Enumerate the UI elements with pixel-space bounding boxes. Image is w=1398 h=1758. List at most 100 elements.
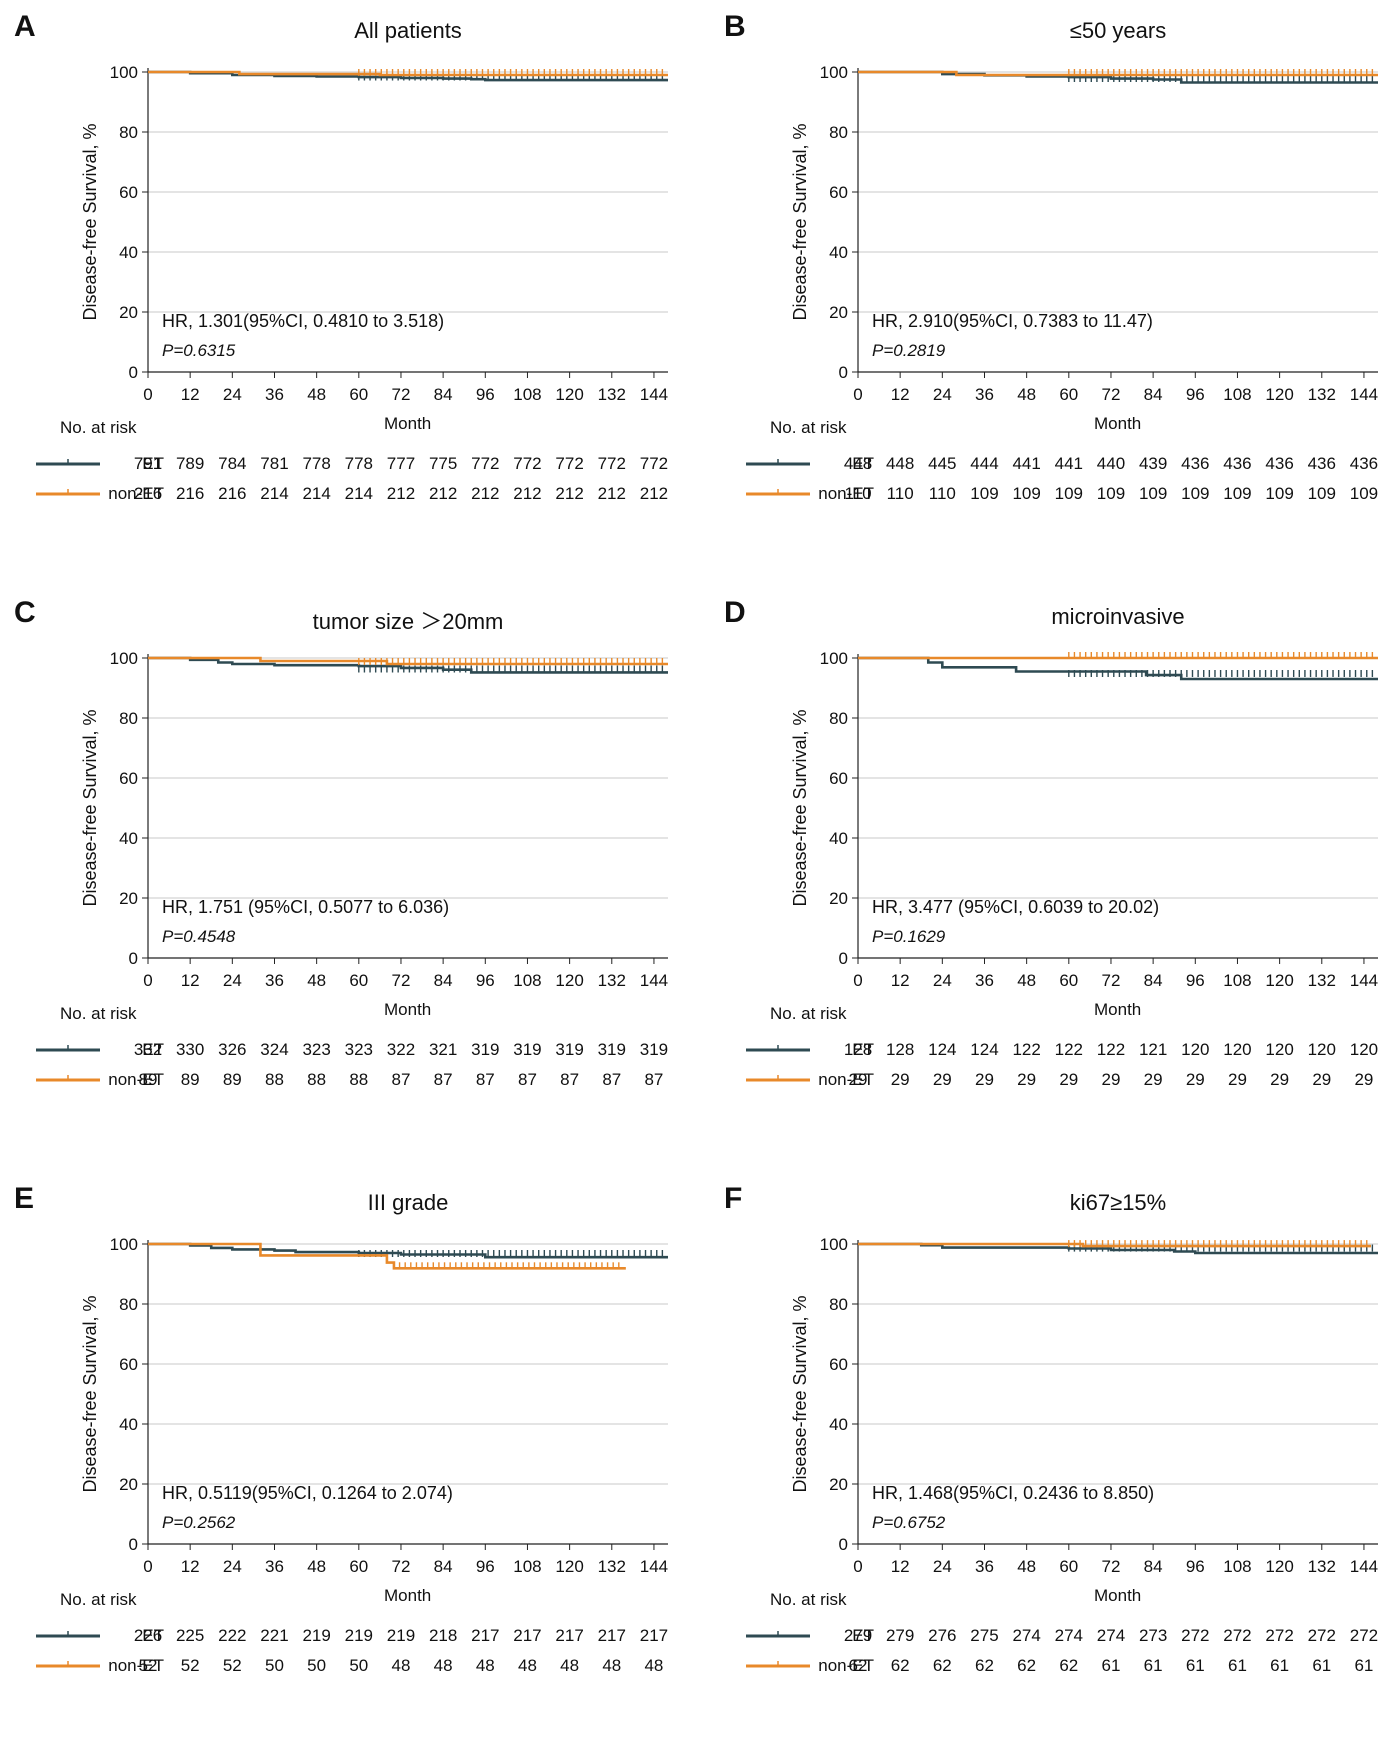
risk-count: 274 <box>1096 1626 1126 1645</box>
risk-count: 272 <box>1307 1626 1336 1645</box>
x-tick-label: 36 <box>265 971 284 990</box>
risk-count: 445 <box>928 454 957 473</box>
y-axis-label: Disease-free Survival, % <box>790 709 810 906</box>
risk-count: 319 <box>555 1040 584 1059</box>
risk-count: 29 <box>1059 1070 1079 1089</box>
risk-count: 89 <box>138 1070 158 1089</box>
risk-count: 441 <box>1054 454 1083 473</box>
risk-count: 87 <box>433 1070 453 1089</box>
risk-count: 87 <box>391 1070 411 1089</box>
risk-count: 110 <box>844 484 872 503</box>
risk-count: 272 <box>1181 1626 1210 1645</box>
risk-count: 212 <box>513 484 542 503</box>
y-tick-label: 100 <box>820 63 848 82</box>
risk-count: 48 <box>433 1656 453 1675</box>
y-tick-label: 0 <box>839 949 848 968</box>
risk-row-label: non-ET <box>108 484 164 503</box>
risk-count: 29 <box>1354 1070 1374 1089</box>
risk-count: 217 <box>471 1626 500 1645</box>
panel-title: tumor size ＞20mm <box>312 609 504 634</box>
risk-row-label: non-ET <box>818 1070 874 1089</box>
risk-count: 109 <box>1265 484 1294 503</box>
x-tick-label: 144 <box>1350 1557 1378 1576</box>
y-tick-label: 40 <box>119 1415 138 1434</box>
risk-count: 784 <box>218 454 247 473</box>
risk-table-header: No. at risk <box>770 418 847 437</box>
hazard-ratio-text: HR, 1.301(95%CI, 0.4810 to 3.518) <box>162 311 445 331</box>
risk-count: 326 <box>218 1040 247 1059</box>
risk-count: 29 <box>1017 1070 1037 1089</box>
risk-count: 62 <box>890 1656 910 1675</box>
risk-count: 62 <box>848 1656 868 1675</box>
y-tick-label: 100 <box>110 63 138 82</box>
risk-count: 61 <box>1143 1656 1163 1675</box>
risk-count: 212 <box>597 484 626 503</box>
risk-count: 216 <box>175 484 205 503</box>
risk-count: 52 <box>180 1656 200 1675</box>
x-tick-label: 36 <box>265 1557 284 1576</box>
risk-count: 109 <box>1012 484 1041 503</box>
x-tick-label: 12 <box>891 1557 910 1576</box>
km-panel-B: B ≤50 years 0 20 40 60 80 100 0 12 24 36 48 60 72 84 96 1… <box>710 0 1398 586</box>
x-tick-label: 60 <box>1059 971 1078 990</box>
risk-count: 62 <box>932 1656 952 1675</box>
risk-count: 122 <box>1012 1040 1041 1059</box>
x-tick-label: 120 <box>555 1557 583 1576</box>
km-panel-A: A All patients 0 20 40 60 80 100 0 12 24 36 48 60 72 84… <box>0 0 699 586</box>
y-axis-label: Disease-free Survival, % <box>790 1295 810 1492</box>
risk-count: 120 <box>1223 1040 1252 1059</box>
panel-letter: B <box>724 10 746 43</box>
hazard-ratio-text: HR, 0.5119(95%CI, 0.1264 to 2.074) <box>162 1483 453 1503</box>
y-tick-label: 20 <box>119 303 138 322</box>
risk-count: 87 <box>475 1070 495 1089</box>
risk-count: 279 <box>843 1626 873 1645</box>
risk-count: 272 <box>1349 1626 1379 1645</box>
y-tick-label: 60 <box>119 183 138 202</box>
x-tick-label: 120 <box>1265 971 1293 990</box>
risk-count: 772 <box>555 454 584 473</box>
y-tick-label: 20 <box>119 1475 138 1494</box>
y-tick-label: 60 <box>119 769 138 788</box>
risk-count: 29 <box>1101 1070 1121 1089</box>
risk-count: 120 <box>1265 1040 1294 1059</box>
risk-count: 436 <box>1307 454 1336 473</box>
x-tick-label: 48 <box>307 1557 326 1576</box>
y-tick-label: 20 <box>119 889 138 908</box>
risk-table-header: No. at risk <box>770 1004 847 1023</box>
x-tick-label: 60 <box>1059 385 1078 404</box>
y-tick-label: 40 <box>829 829 848 848</box>
x-tick-label: 132 <box>1308 971 1336 990</box>
risk-count: 330 <box>175 1040 205 1059</box>
x-tick-label: 36 <box>975 1557 994 1576</box>
risk-count: 61 <box>1270 1656 1290 1675</box>
km-curve-non-et <box>148 70 668 77</box>
x-tick-label: 0 <box>853 971 862 990</box>
x-axis-label: Month <box>384 1586 432 1605</box>
risk-count: 279 <box>885 1626 915 1645</box>
y-axis-label: Disease-free Survival, % <box>80 709 100 906</box>
risk-count: 48 <box>644 1656 664 1675</box>
panel-title: ki67≥15% <box>1069 1190 1167 1215</box>
risk-row-label: ET <box>142 454 164 473</box>
y-tick-label: 40 <box>119 829 138 848</box>
risk-count: 219 <box>302 1626 331 1645</box>
risk-row-label: non-ET <box>818 1656 874 1675</box>
risk-count: 87 <box>602 1070 622 1089</box>
risk-row-label: ET <box>852 454 874 473</box>
hazard-ratio-text: HR, 3.477 (95%CI, 0.6039 to 20.02) <box>872 897 1160 917</box>
risk-count: 124 <box>970 1040 999 1059</box>
y-tick-label: 80 <box>119 1295 138 1314</box>
risk-count: 109 <box>1096 484 1126 503</box>
risk-count: 436 <box>1181 454 1210 473</box>
risk-count: 772 <box>639 454 669 473</box>
y-tick-label: 80 <box>829 123 848 142</box>
panel-title: All patients <box>354 18 462 43</box>
x-tick-label: 72 <box>1102 971 1121 990</box>
risk-count: 323 <box>302 1040 331 1059</box>
risk-count: 61 <box>1312 1656 1332 1675</box>
risk-count: 29 <box>932 1070 952 1089</box>
risk-count: 772 <box>471 454 500 473</box>
risk-count: 29 <box>975 1070 994 1089</box>
risk-count: 89 <box>180 1070 200 1089</box>
